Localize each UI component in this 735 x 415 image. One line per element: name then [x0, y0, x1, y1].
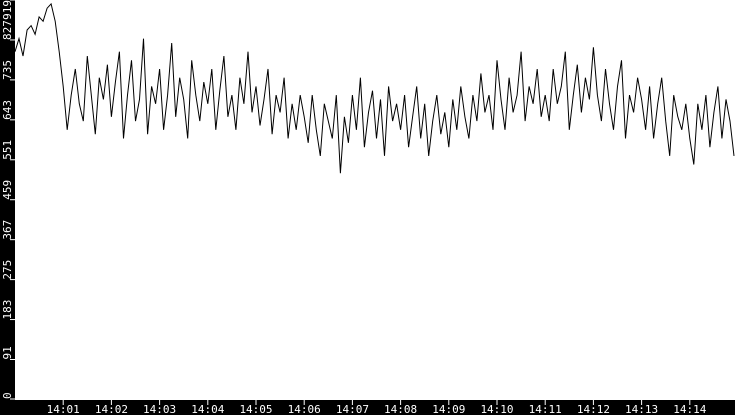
- x-tick-label: 14:01: [47, 403, 80, 415]
- x-tick-label: 14:02: [95, 403, 128, 415]
- plot-area: [15, 0, 735, 400]
- x-tick-label: 14:13: [625, 403, 658, 415]
- y-tick-label: 183: [1, 300, 14, 320]
- y-tick-label: 643: [1, 100, 14, 120]
- x-tick-label: 14:04: [191, 403, 224, 415]
- series-line: [14, 2, 735, 174]
- x-tick-label: 14:09: [432, 403, 465, 415]
- y-tick-label: 919: [1, 0, 14, 20]
- x-tick-label: 14:10: [480, 403, 513, 415]
- x-tick-label: 14:14: [673, 403, 706, 415]
- y-tick-label: 91: [1, 346, 14, 359]
- y-tick-label: 0: [1, 392, 14, 399]
- x-tick-label: 14:07: [336, 403, 369, 415]
- x-tick-label: 14:08: [384, 403, 417, 415]
- x-axis: 14:01 14:02 14:03 14:04 14:05 14:06 14:07 14:08…: [47, 400, 707, 415]
- y-tick-label: 275: [1, 260, 14, 280]
- x-tick-label: 14:06: [288, 403, 321, 415]
- x-tick-label: 14:11: [529, 403, 562, 415]
- y-tick-label: 367: [1, 220, 14, 240]
- y-tick-label: 827: [1, 20, 14, 40]
- x-tick-label: 14:05: [239, 403, 272, 415]
- x-tick-label: 14:03: [143, 403, 176, 415]
- y-tick-label: 551: [1, 140, 14, 160]
- y-tick-label: 735: [1, 60, 14, 80]
- y-tick-label: 459: [1, 180, 14, 200]
- x-tick-label: 14:12: [577, 403, 610, 415]
